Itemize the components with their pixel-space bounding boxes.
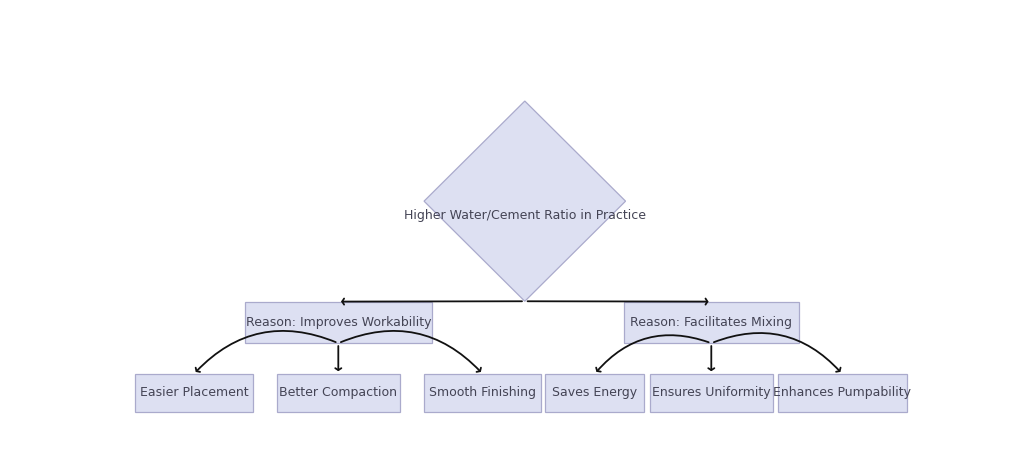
Bar (545, 374, 644, 412)
Text: Ensures Uniformity: Ensures Uniformity (652, 386, 771, 400)
Bar (276, 374, 399, 412)
Text: Reason: Facilitates Mixing: Reason: Facilitates Mixing (631, 316, 793, 329)
Bar (245, 302, 431, 343)
Bar (135, 374, 253, 412)
Text: Better Compaction: Better Compaction (280, 386, 397, 400)
Text: Reason: Improves Workability: Reason: Improves Workability (246, 316, 431, 329)
Bar (650, 374, 773, 412)
Bar (424, 374, 542, 412)
Bar (777, 374, 907, 412)
Text: Higher Water/Cement Ratio in Practice: Higher Water/Cement Ratio in Practice (403, 209, 646, 222)
Text: Smooth Finishing: Smooth Finishing (429, 386, 537, 400)
Polygon shape (424, 101, 626, 301)
Bar (624, 302, 799, 343)
Text: Enhances Pumpability: Enhances Pumpability (773, 386, 911, 400)
Text: Saves Energy: Saves Energy (552, 386, 637, 400)
Text: Easier Placement: Easier Placement (139, 386, 248, 400)
